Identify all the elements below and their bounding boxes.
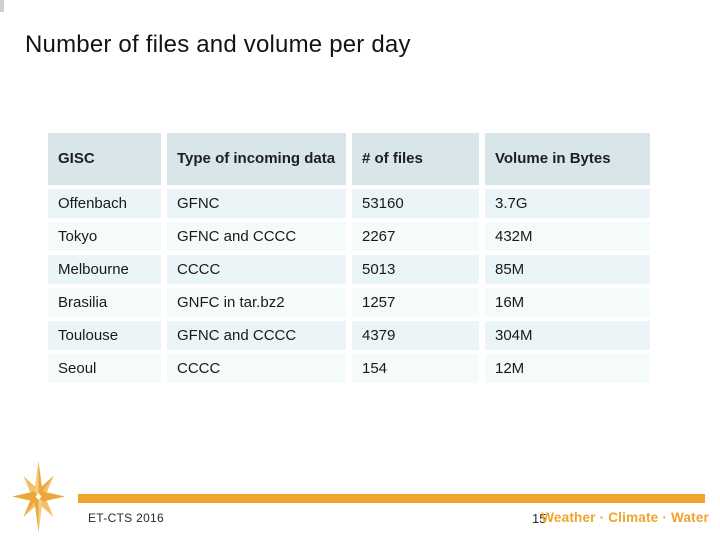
table-cell: 154 — [352, 354, 479, 383]
header-cell: GISC — [48, 133, 161, 185]
corner-artifact — [0, 0, 4, 12]
table-cell: 2267 — [352, 222, 479, 251]
table-cell: Offenbach — [48, 189, 161, 218]
table-cell: 3.7G — [485, 189, 650, 218]
wmo-brand-text: Weather · Climate · Water — [541, 510, 709, 525]
table-cell: 304M — [485, 321, 650, 350]
table-cell: 16M — [485, 288, 650, 317]
table-cell: Melbourne — [48, 255, 161, 284]
table-cell: Tokyo — [48, 222, 161, 251]
footer-accent-bar — [78, 494, 705, 503]
header-cell: Type of incoming data — [167, 133, 346, 185]
table-cell: 53160 — [352, 189, 479, 218]
table-cell: 85M — [485, 255, 650, 284]
table-cell: Brasilia — [48, 288, 161, 317]
table-cell: 4379 — [352, 321, 479, 350]
table-cell: CCCC — [167, 255, 346, 284]
table-cell: 1257 — [352, 288, 479, 317]
table-cell: GFNC and CCCC — [167, 222, 346, 251]
table-cell: 12M — [485, 354, 650, 383]
table-cell: GNFC in tar.bz2 — [167, 288, 346, 317]
header-cell: # of files — [352, 133, 479, 185]
table-cell: Toulouse — [48, 321, 161, 350]
header-cell: Volume in Bytes — [485, 133, 650, 185]
wmo-compass-star-icon — [12, 461, 65, 532]
table-cell: GFNC — [167, 189, 346, 218]
data-table: GISC Type of incoming data # of files Volum… — [48, 133, 650, 383]
page-number: 15 — [532, 511, 547, 526]
table-cell: 432M — [485, 222, 650, 251]
page-title: Number of files and volume per day — [25, 31, 411, 58]
footer-caption: ET-CTS 2016 — [88, 511, 164, 525]
table-cell: GFNC and CCCC — [167, 321, 346, 350]
table-cell: 5013 — [352, 255, 479, 284]
table-cell: Seoul — [48, 354, 161, 383]
table-cell: CCCC — [167, 354, 346, 383]
